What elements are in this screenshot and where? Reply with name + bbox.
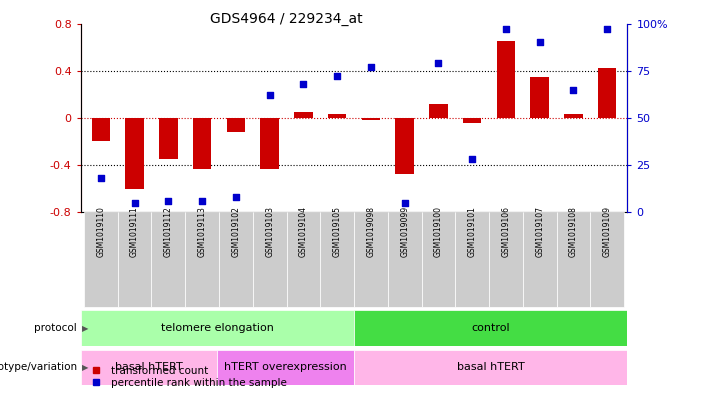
Point [433, 60, 444, 66]
Legend: transformed count, percentile rank within the sample: transformed count, percentile rank withi… [86, 366, 287, 388]
Text: GSM1019101: GSM1019101 [468, 207, 477, 257]
Point [129, 200, 140, 206]
Bar [523, 212, 557, 307]
Bar [81, 350, 217, 385]
Text: GSM1019107: GSM1019107 [535, 206, 544, 257]
Bar [92, 118, 110, 141]
Point [534, 39, 545, 46]
Text: GSM1019103: GSM1019103 [265, 206, 274, 257]
Point [298, 81, 309, 87]
Bar [287, 212, 320, 307]
Point [230, 194, 241, 200]
Text: GSM1019100: GSM1019100 [434, 206, 443, 257]
Text: basal hTERT: basal hTERT [457, 362, 524, 373]
Bar [193, 118, 212, 169]
Text: GSM1019113: GSM1019113 [198, 207, 207, 257]
Bar [159, 118, 177, 159]
Point [95, 175, 107, 182]
Point [264, 92, 275, 98]
Bar [81, 310, 354, 346]
Text: protocol: protocol [34, 323, 77, 333]
Bar [185, 212, 219, 307]
Bar [354, 212, 388, 307]
Text: GSM1019110: GSM1019110 [96, 207, 105, 257]
Text: GSM1019111: GSM1019111 [130, 207, 139, 257]
Text: GDS4964 / 229234_at: GDS4964 / 229234_at [210, 12, 363, 26]
Bar [455, 212, 489, 307]
Text: GSM1019104: GSM1019104 [299, 206, 308, 257]
Bar [531, 77, 549, 118]
Text: ▶: ▶ [82, 324, 88, 332]
Text: GSM1019105: GSM1019105 [333, 206, 341, 257]
Point [332, 73, 343, 79]
Bar [217, 350, 354, 385]
Point [467, 156, 478, 163]
Bar [463, 118, 482, 123]
Text: GSM1019098: GSM1019098 [367, 206, 375, 257]
Bar [388, 212, 421, 307]
Bar [294, 112, 313, 118]
Text: hTERT overexpression: hTERT overexpression [224, 362, 347, 373]
Bar [84, 212, 118, 307]
Text: ▶: ▶ [82, 363, 88, 372]
Text: control: control [471, 323, 510, 333]
Text: GSM1019109: GSM1019109 [603, 206, 612, 257]
Point [501, 26, 512, 32]
Bar [151, 212, 185, 307]
Text: basal hTERT: basal hTERT [115, 362, 183, 373]
Bar [260, 118, 279, 169]
Bar [328, 114, 346, 118]
Bar [564, 114, 583, 118]
Bar [421, 212, 455, 307]
Bar [125, 118, 144, 189]
Bar [354, 310, 627, 346]
Text: telomere elongation: telomere elongation [161, 323, 274, 333]
Text: GSM1019108: GSM1019108 [569, 207, 578, 257]
Text: GSM1019102: GSM1019102 [231, 207, 240, 257]
Bar [354, 350, 627, 385]
Point [163, 198, 174, 204]
Text: GSM1019112: GSM1019112 [164, 207, 173, 257]
Bar [320, 212, 354, 307]
Bar [219, 212, 253, 307]
Bar [590, 212, 624, 307]
Point [601, 26, 613, 32]
Bar [118, 212, 151, 307]
Bar [429, 104, 448, 118]
Point [365, 64, 376, 70]
Bar [253, 212, 287, 307]
Bar [395, 118, 414, 174]
Bar [489, 212, 523, 307]
Bar [496, 41, 515, 118]
Point [399, 200, 410, 206]
Point [568, 86, 579, 93]
Text: genotype/variation: genotype/variation [0, 362, 77, 373]
Text: GSM1019106: GSM1019106 [501, 206, 510, 257]
Bar [598, 68, 616, 118]
Text: GSM1019099: GSM1019099 [400, 206, 409, 257]
Point [196, 198, 207, 204]
Bar [557, 212, 590, 307]
Bar [226, 118, 245, 132]
Bar [362, 118, 380, 120]
